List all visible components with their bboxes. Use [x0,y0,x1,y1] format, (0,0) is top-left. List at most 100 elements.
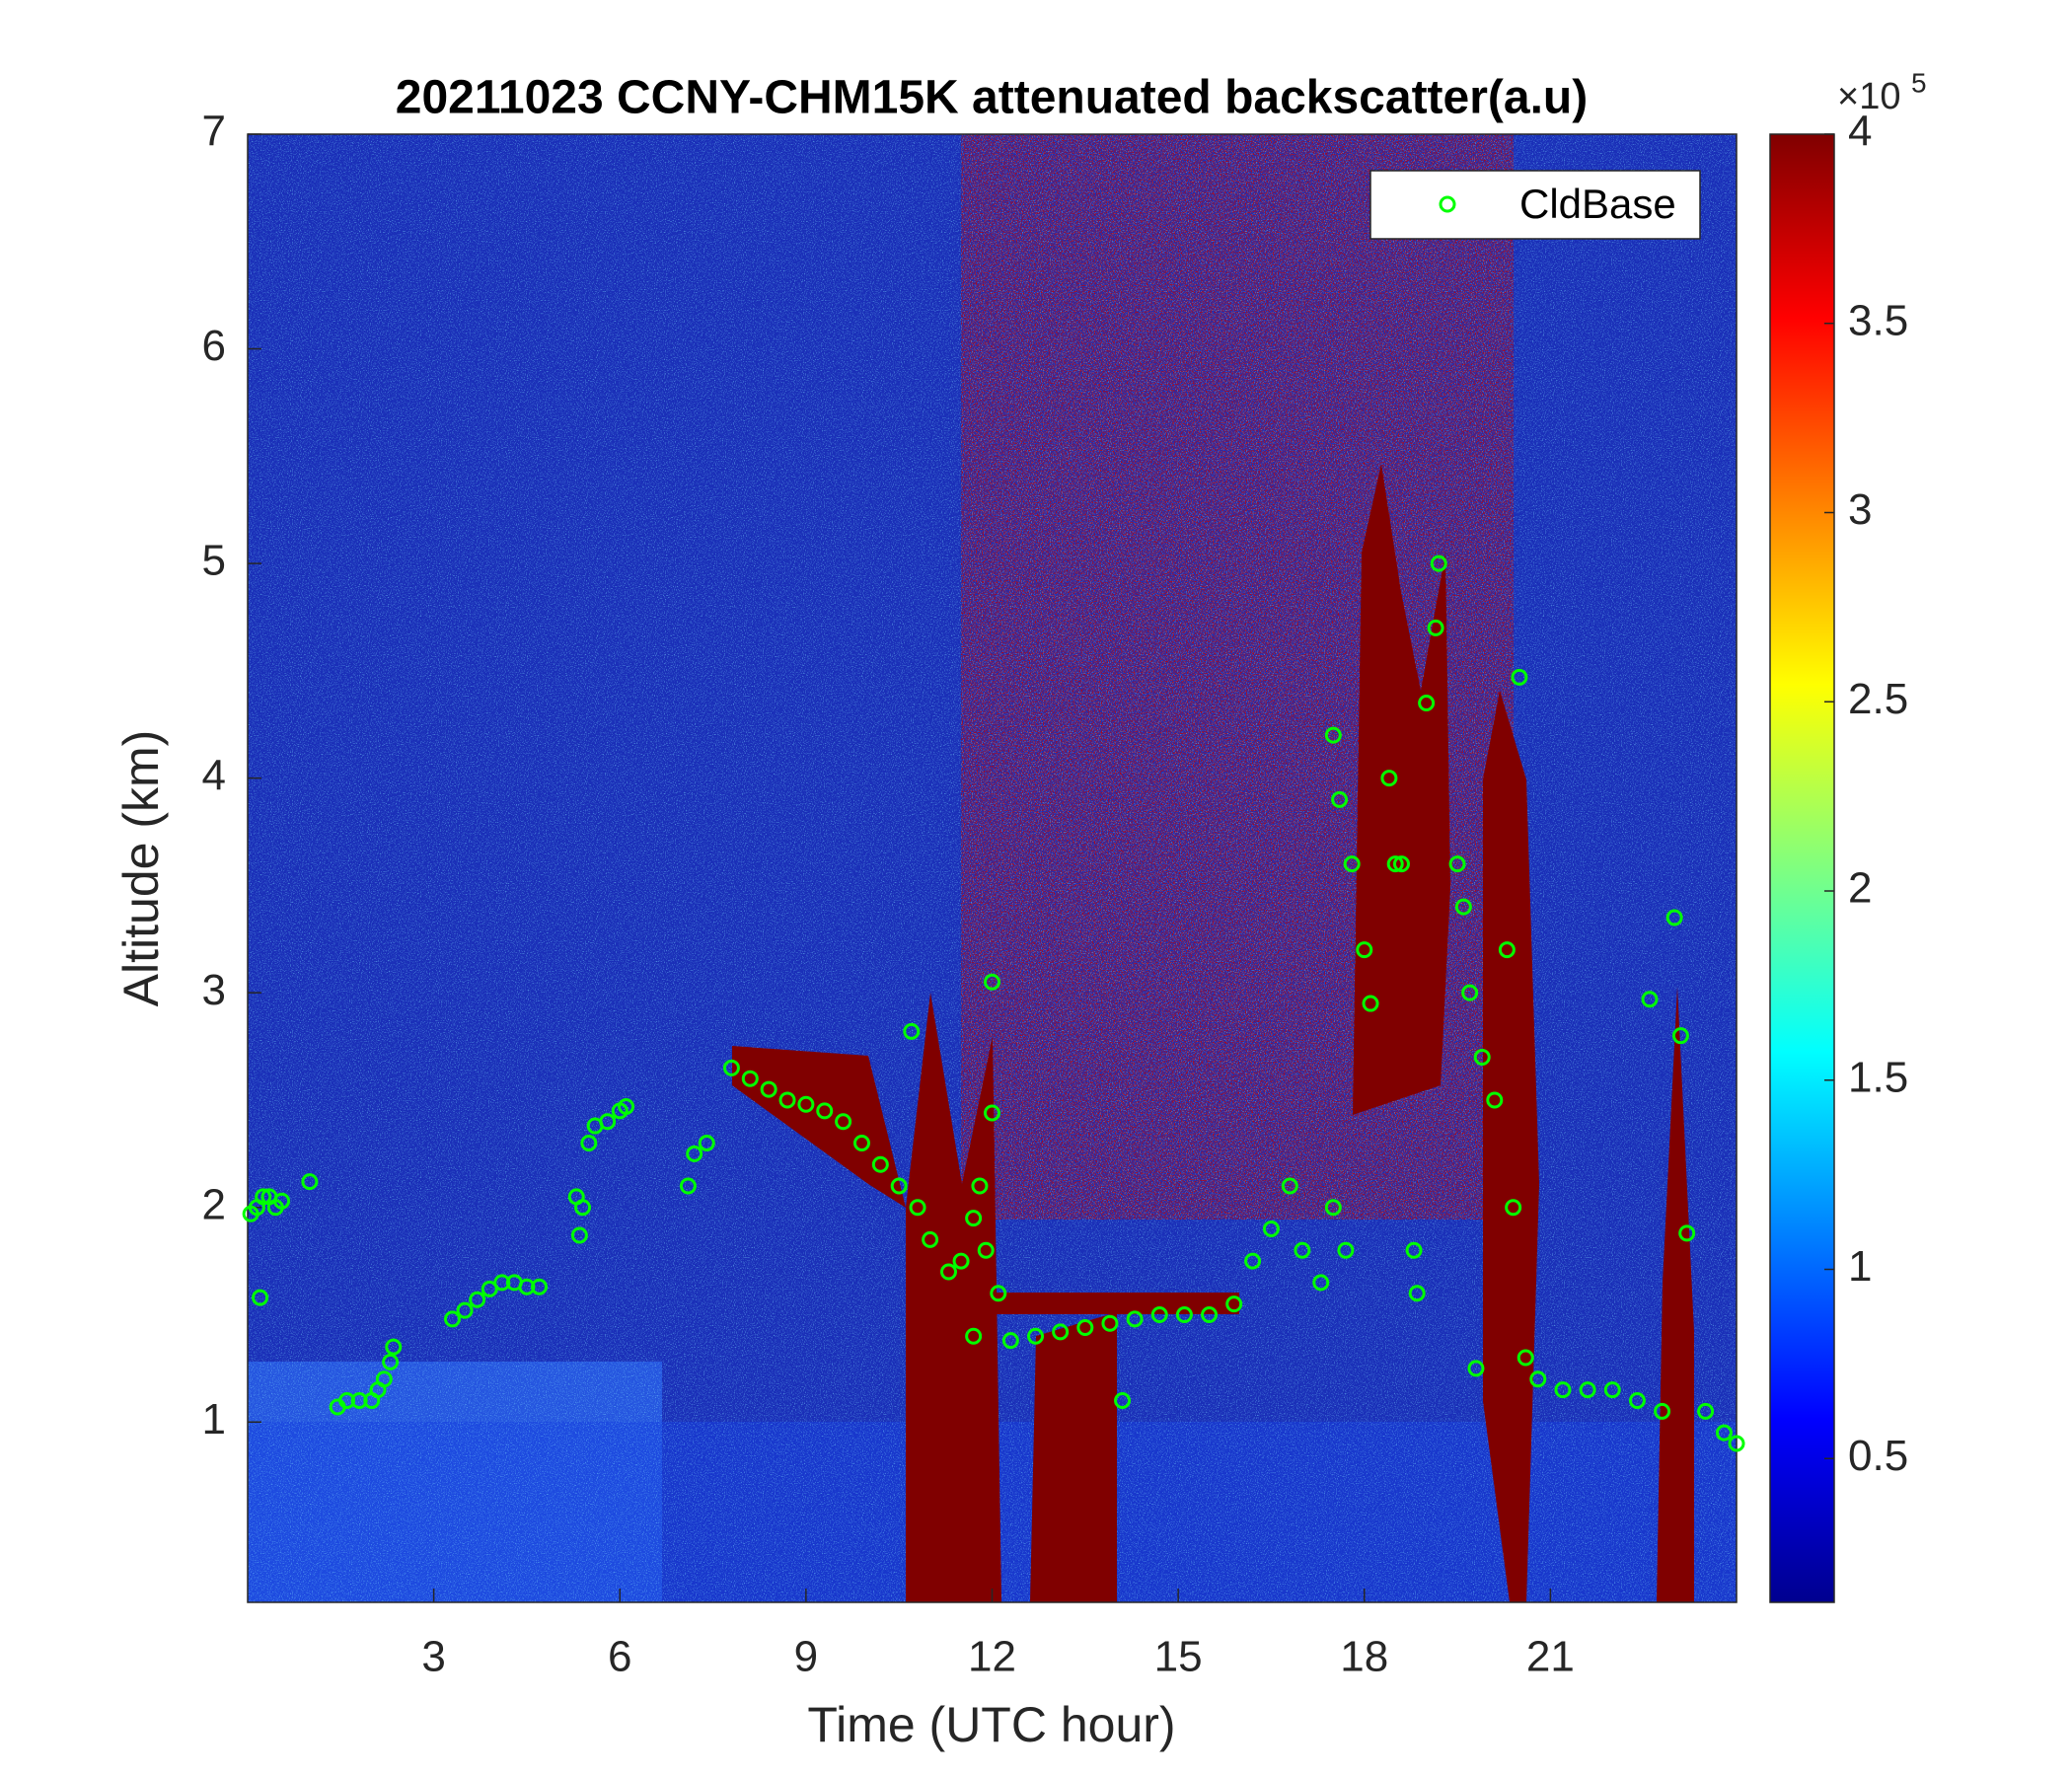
cloud-base-point [1603,1381,1621,1399]
cloud-base-point [531,1278,549,1295]
cloud-base-point [580,1134,598,1151]
cloud-base-point [1343,855,1361,873]
y-tick-label: 1 [202,1395,226,1443]
cloud-base-point [835,1113,852,1131]
cloud-base-point [574,1199,592,1217]
cloud-base-point [618,1097,635,1115]
colorbar-tick-label: 2.5 [1848,675,1908,723]
cloud-base-point [922,1230,939,1248]
colorbar-multiplier: ×10 [1837,76,1900,117]
cloud-base-point [852,1134,870,1151]
cloud-base-point [255,1188,272,1206]
cloud-base-point [939,1263,957,1281]
cloud-base-point [952,1252,970,1270]
legend: CldBase [1369,170,1701,240]
x-axis-label: Time (UTC hour) [807,1697,1175,1752]
cloud-base-point [977,1241,995,1259]
cloud-base-point [1312,1274,1330,1292]
cloud-base-point [1654,1402,1671,1420]
x-tick-label: 3 [421,1633,445,1681]
cloud-base-point [1027,1327,1045,1345]
cloud-base-point [871,1155,889,1173]
cloud-base-point [1052,1323,1070,1341]
cloud-base-point [890,1177,908,1195]
cloud-base-point [1337,1241,1355,1259]
cloud-base-point [797,1095,815,1113]
y-tick-label: 3 [202,966,226,1014]
cloud-base-point [1362,995,1379,1012]
cloud-base-point [1356,941,1373,959]
legend-label: CldBase [1519,181,1676,227]
cloud-base-point [1430,555,1447,572]
cloud-base-point [984,1104,1000,1122]
cloud-base-point [1517,1349,1534,1367]
cloud-base-point [469,1291,486,1308]
legend-marker [1439,195,1456,213]
colorbar-tick-label: 1 [1848,1242,1872,1291]
cloud-base-point [375,1370,393,1388]
cloud-base-point [1392,855,1410,873]
legend-box [1369,170,1701,240]
cloud-base-point [984,973,1000,991]
cloud-base-point [1498,941,1516,959]
cloud-base-point [1505,1199,1522,1217]
cloud-base-point [760,1080,777,1098]
cloud-base-point [816,1102,834,1120]
cloud-base-point [1486,1091,1504,1109]
cloud-base-point [1201,1305,1219,1323]
cloud-base-point [1262,1220,1280,1237]
colorbar-tick-label: 1.5 [1848,1053,1908,1101]
x-tick-label: 12 [968,1633,1016,1681]
cloud-base-point [1448,855,1466,873]
cloud-base-point [1101,1314,1119,1332]
cloud-base-point [741,1070,759,1087]
x-tick-label: 21 [1526,1633,1575,1681]
y-tick-label: 6 [202,322,226,370]
cloud-base-point [1408,1285,1426,1302]
cloud-base-point [1678,1224,1696,1242]
cloud-base-point [1579,1381,1596,1399]
cloud-base-point [909,1199,926,1217]
cloud-base-point [1225,1295,1243,1313]
cloud-base-point [481,1280,498,1297]
cloud-base-point [570,1226,588,1244]
y-tick-label: 5 [202,537,226,585]
cloud-base-point [1728,1435,1745,1452]
colorbar [1769,133,1835,1603]
cloud-base-point [273,1192,291,1210]
cloud-base-point [698,1134,715,1151]
y-axis-label: Altitude (km) [113,730,169,1007]
cloud-base-point [1473,1048,1491,1066]
cloud-base-point [252,1289,269,1306]
cloud-base-point [1386,855,1404,873]
cloud-base-point [1294,1241,1311,1259]
colorbar-exponent: 5 [1911,67,1927,98]
x-tick-label: 9 [794,1633,818,1681]
cloud-base-point [1715,1424,1733,1442]
cloud-base-point [1461,984,1479,1001]
cloud-base-point [443,1310,461,1328]
cloud-base-point [686,1145,703,1162]
cloud-base-point [990,1285,1007,1302]
colorbar-tick-label: 3.5 [1848,296,1908,344]
cloud-base-point [1641,991,1659,1008]
cloud-base-point [1697,1402,1715,1420]
chart-title: 20211023 CCNY-CHM15K attenuated backscat… [396,72,1588,124]
cloud-base-point [1511,668,1528,686]
cloud-base-point [778,1091,796,1109]
cloud-base-point [382,1353,400,1370]
y-tick-label: 4 [202,751,226,799]
cloud-base-point [722,1059,740,1076]
cloud-base-point [1324,1199,1342,1217]
colorbar-tick-label: 3 [1848,485,1872,534]
cloud-base-point [1126,1310,1144,1328]
cloud-base-point [1244,1252,1262,1270]
cloud-base-point [1454,898,1472,916]
cloud-base-point [971,1177,989,1195]
x-tick-label: 15 [1154,1633,1203,1681]
y-tick-label: 7 [202,108,226,156]
cloud-base-point [679,1177,697,1195]
cloud-base-point [1281,1177,1298,1195]
cloud-base-point [1076,1319,1094,1337]
